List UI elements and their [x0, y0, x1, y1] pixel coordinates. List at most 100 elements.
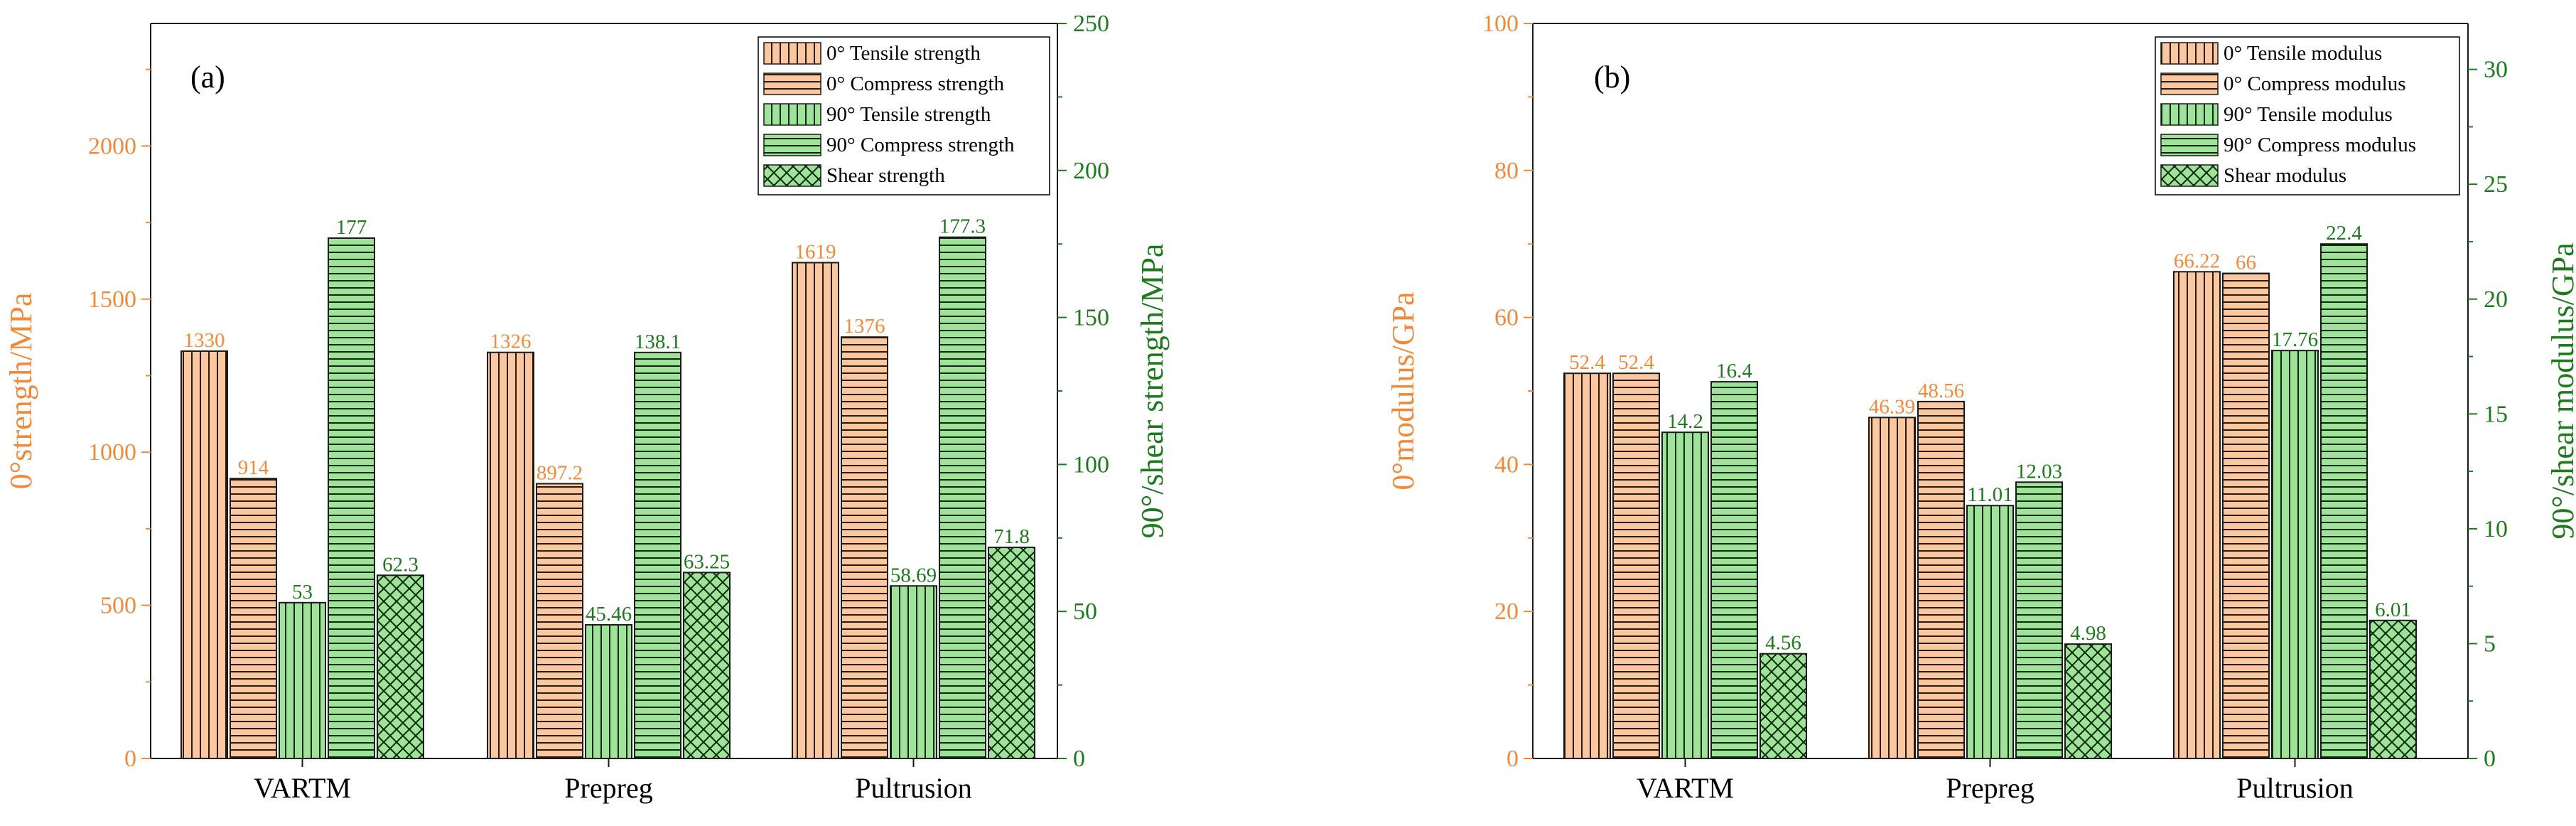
bar-value-label: 52.4 — [1569, 351, 1605, 374]
legend-swatch — [2160, 42, 2219, 65]
x-tick-label-prepreg: Prepreg — [1946, 772, 2034, 804]
legend-item-label: 0° Tensile strength — [826, 42, 981, 65]
right-axis-title: 90°/shear strength/MPa — [1135, 244, 1170, 539]
legend-swatch — [763, 73, 821, 95]
bar-value-label: 45.46 — [586, 603, 632, 626]
x-tick-label-vartm: VARTM — [1637, 772, 1734, 804]
bar-pultrusion-series-4 — [2369, 619, 2417, 759]
bar-prepreg-series-3 — [2015, 481, 2063, 759]
bar-value-label: 4.98 — [2070, 622, 2106, 645]
x-tick-label-pultrusion: Pultrusion — [2236, 772, 2353, 804]
right-tick-label: 10 — [2484, 516, 2508, 542]
bar-value-label: 177 — [336, 216, 367, 239]
right-tick-label: 25 — [2484, 171, 2508, 198]
bar-value-label: 52.4 — [1618, 351, 1654, 374]
right-tick-label: 15 — [2484, 401, 2508, 427]
right-axis-title: 90°/shear modulus/GPa — [2545, 242, 2576, 539]
bar-prepreg-series-4 — [2064, 643, 2112, 759]
bar-value-label: 58.69 — [890, 564, 937, 586]
right-tick-label: 200 — [1073, 158, 1109, 184]
left-tick-label: 80 — [1494, 158, 1519, 184]
bar-vartm-series-1 — [230, 478, 277, 759]
bar-value-label: 12.03 — [2016, 460, 2062, 483]
bar-prepreg-series-0 — [487, 351, 534, 759]
left-tick-label: 0 — [124, 746, 136, 772]
bar-prepreg-series-1 — [536, 483, 583, 760]
x-tick-label-pultrusion: Pultrusion — [855, 772, 971, 804]
left-tick-label: 40 — [1494, 451, 1519, 478]
bar-value-label: 14.2 — [1667, 410, 1703, 433]
legend-item-label: Shear strength — [826, 164, 945, 187]
bar-value-label: 1619 — [795, 240, 836, 263]
bar-vartm-series-3 — [1710, 381, 1758, 759]
legend-item-label: 90° Tensile modulus — [2224, 103, 2393, 126]
bar-value-label: 11.01 — [1967, 483, 2012, 506]
bar-pultrusion-series-2 — [2271, 350, 2319, 759]
left-tick-label: 1000 — [88, 439, 136, 466]
bar-value-label: 1330 — [184, 329, 225, 352]
right-tick-label: 30 — [2484, 57, 2508, 83]
bar-pultrusion-series-1 — [841, 336, 888, 759]
bar-vartm-series-0 — [1563, 372, 1611, 759]
bar-prepreg-series-1 — [1917, 400, 1965, 759]
legend: 0° Tensile strength 0° Compress strength 9… — [758, 36, 1050, 195]
bar-value-label: 914 — [238, 456, 269, 479]
bar-value-label: 63.25 — [684, 550, 730, 573]
bar-prepreg-series-2 — [585, 623, 632, 759]
bar-prepreg-series-2 — [1966, 505, 2014, 759]
right-tick-label: 100 — [1073, 451, 1109, 478]
bar-value-label: 48.56 — [1918, 380, 1964, 402]
bar-pultrusion-series-0 — [2173, 271, 2221, 759]
bar-pultrusion-series-3 — [939, 236, 986, 759]
right-tick-label: 5 — [2484, 631, 2496, 657]
left-tick-label: 2000 — [88, 133, 136, 159]
bar-pultrusion-series-0 — [792, 262, 839, 759]
bar-value-label: 66 — [2236, 252, 2256, 274]
left-axis-title: 0°modulus/GPa — [1386, 291, 1421, 490]
legend-item-label: 0° Compress strength — [826, 73, 1005, 95]
bar-vartm-series-2 — [279, 601, 326, 759]
bar-vartm-series-2 — [1661, 431, 1709, 759]
bar-value-label: 1326 — [490, 331, 532, 353]
bar-vartm-series-0 — [180, 350, 228, 760]
bar-prepreg-series-4 — [683, 572, 731, 759]
right-tick-label: 150 — [1073, 305, 1109, 331]
left-tick-label: 100 — [1482, 11, 1519, 37]
left-tick-label: 0 — [1507, 746, 1519, 772]
bar-value-label: 62.3 — [382, 553, 419, 576]
bar-vartm-series-1 — [1612, 372, 1660, 759]
legend-item-label: 0° Compress modulus — [2224, 73, 2406, 95]
legend-swatch — [2160, 73, 2219, 95]
bar-pultrusion-series-3 — [2320, 243, 2368, 759]
legend-swatch — [2160, 164, 2219, 187]
bar-value-label: 6.01 — [2375, 599, 2411, 621]
bar-value-label: 138.1 — [635, 331, 681, 353]
legend-swatch — [2160, 103, 2219, 126]
x-tick-label-vartm: VARTM — [254, 772, 351, 804]
bar-value-label: 53 — [292, 581, 313, 604]
x-tick-label-prepreg: Prepreg — [564, 772, 652, 804]
bar-value-label: 177.3 — [939, 215, 986, 238]
bar-prepreg-series-0 — [1868, 417, 1916, 759]
right-tick-label: 20 — [2484, 286, 2508, 313]
bar-vartm-series-4 — [377, 574, 424, 759]
left-tick-label: 500 — [100, 593, 136, 619]
chart-panel-a: 0 500 1000 1500 2000 0 50 100 150 200 250 0°strengt… — [4, 11, 1170, 804]
left-tick-label: 60 — [1494, 305, 1519, 331]
bar-vartm-series-4 — [1759, 653, 1807, 760]
bar-vartm-series-3 — [328, 237, 375, 760]
bar-value-label: 46.39 — [1869, 395, 1915, 418]
legend-swatch — [763, 134, 821, 156]
bar-value-label: 71.8 — [993, 525, 1030, 548]
legend-swatch — [763, 164, 821, 187]
legend-item-label: 0° Tensile modulus — [2224, 42, 2382, 65]
bar-value-label: 4.56 — [1765, 632, 1801, 655]
bar-value-label: 66.22 — [2174, 250, 2220, 272]
right-tick-label: 0 — [1073, 746, 1085, 772]
chart-panel-b: 0 20 40 60 80 100 0 5 10 15 20 25 30 0°modulus/GPa 90°… — [1386, 11, 2576, 804]
legend-swatch — [763, 42, 821, 65]
legend: 0° Tensile modulus 0° Compress modulus 90°… — [2155, 36, 2460, 195]
left-tick-label: 20 — [1494, 599, 1519, 625]
bar-pultrusion-series-2 — [890, 585, 937, 760]
